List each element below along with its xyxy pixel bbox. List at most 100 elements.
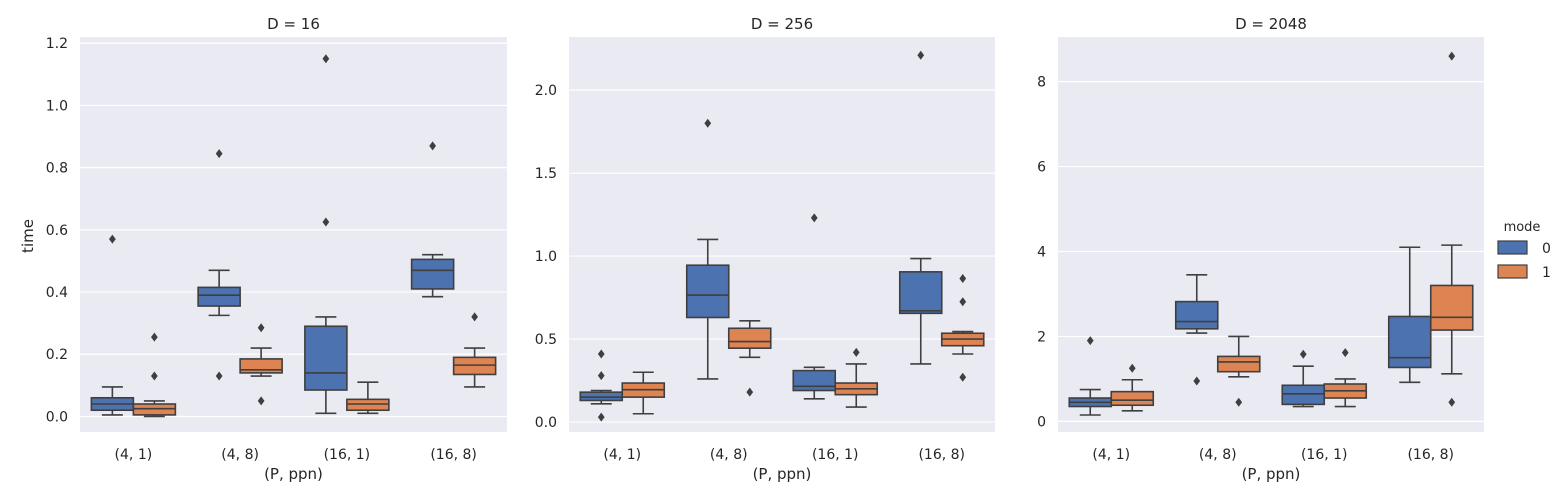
outlier-point [917,50,925,60]
outlier-point [1128,363,1136,373]
y-tick-label: 0.8 [46,161,68,177]
outlier-point [959,372,967,382]
outlier-point [852,347,860,357]
box-body [727,327,772,349]
y-tick-label: 8 [1037,75,1046,91]
outlier-point [151,371,158,381]
outlier-point [257,323,265,333]
x-tick-label: (4, 8) [710,447,748,463]
outlier-point [109,234,116,244]
box-body [898,271,943,315]
y-tick-label: 0.5 [535,332,557,348]
x-tick-label: (16, 1) [1301,447,1348,463]
legend-swatch [1497,240,1528,255]
box-body [1110,390,1155,407]
outlier-point [597,371,605,381]
outlier-point [1193,376,1201,386]
outlier-point [322,217,330,227]
box-series-0-4 [1387,246,1432,384]
y-tick-label: 0.4 [46,285,68,301]
panel-2: 0.0 0.5 1.0 1.5 2.0 (4, 1) (4, 8) (16, 1) (16, 8… [535,15,995,483]
legend-swatch [1497,264,1528,279]
legend-label: 0 [1542,241,1551,257]
box-series-1-1 [132,332,177,418]
outlier-point [1235,397,1243,407]
box-series-1-2 [1216,335,1261,407]
panel-title: D = 2048 [1235,15,1307,33]
box-series-0-1 [90,234,135,416]
y-tick-label: 0.6 [46,223,68,239]
x-tick-label: (16, 8) [1407,447,1454,463]
box-body [1174,300,1219,330]
outlier-point [597,412,605,422]
legend-label: 1 [1542,265,1551,281]
box-body [1429,284,1474,331]
y-tick-label: 4 [1037,244,1046,260]
box-series-0-4 [898,50,943,365]
outlier-point [1086,336,1094,346]
y-tick-label: 0.0 [535,415,557,431]
outlier-point [471,312,478,322]
outlier-point [215,371,223,381]
box-body [1281,384,1326,406]
x-tick-label: (16, 8) [918,447,965,463]
outlier-point [1299,349,1307,359]
x-axis-label: (P, ppn) [753,465,812,483]
box-series-1-1 [1110,363,1155,412]
x-tick-label: (16, 1) [812,447,859,463]
y-tick-label: 0 [1037,414,1046,430]
x-tick-label: (4, 1) [115,447,153,463]
box-body [197,286,241,307]
box-body [685,264,730,319]
panel-title: D = 256 [751,15,813,33]
y-tick-label: 0.0 [46,409,68,425]
box-series-0-2 [1174,274,1219,386]
box-series-1-3 [346,381,390,415]
box-body [579,391,624,402]
box-series-1-4 [1429,51,1474,407]
box-series-1-4 [452,312,497,388]
y-tick-label: 1.0 [46,98,68,114]
box-series-0-3 [304,54,348,415]
panel-3: 0 2 4 6 8 (4, 1) (4, 8) (16, 1) (16, 8) (P, ppn) D… [1037,15,1484,483]
box-body [1387,315,1432,369]
y-axis-label: time [19,219,37,253]
outlier-point [1448,51,1456,61]
plot-area [1058,37,1484,432]
box-series-0-3 [1281,349,1326,408]
x-tick-label: (4, 8) [221,447,259,463]
box-body [792,369,837,392]
outlier-point [151,332,158,342]
outlier-point [429,141,436,151]
x-tick-label: (4, 8) [1199,447,1237,463]
y-tick-label: 1.2 [46,36,68,52]
outlier-point [215,149,223,159]
outlier-point [1341,348,1349,358]
y-tick-label: 1.0 [535,249,557,265]
panel-1: 0.0 0.2 0.4 0.6 0.8 1.0 1.2 (4, 1) (4, 8) (16, 1)… [46,15,507,483]
plot-area [80,37,507,432]
box-series-0-2 [685,118,730,380]
outlier-point [1448,397,1456,407]
outlier-point [597,349,605,359]
box-body [1216,355,1261,373]
box-body [239,358,283,374]
outlier-point [959,273,967,283]
legend-title: mode [1504,220,1541,235]
outlier-point [322,54,330,64]
x-tick-label: (4, 1) [603,447,641,463]
x-axis-label: (P, ppn) [264,465,323,483]
y-tick-label: 1.5 [535,166,557,182]
outlier-point [257,396,265,406]
box-series-1-3 [834,347,879,408]
x-tick-label: (4, 1) [1092,447,1130,463]
box-body [410,258,455,290]
x-tick-label: (16, 8) [430,447,477,463]
box-series-1-1 [621,371,666,415]
box-series-0-4 [410,141,455,298]
box-series-1-2 [727,320,772,397]
y-tick-label: 6 [1037,160,1046,176]
x-axis-label: (P, ppn) [1242,465,1301,483]
